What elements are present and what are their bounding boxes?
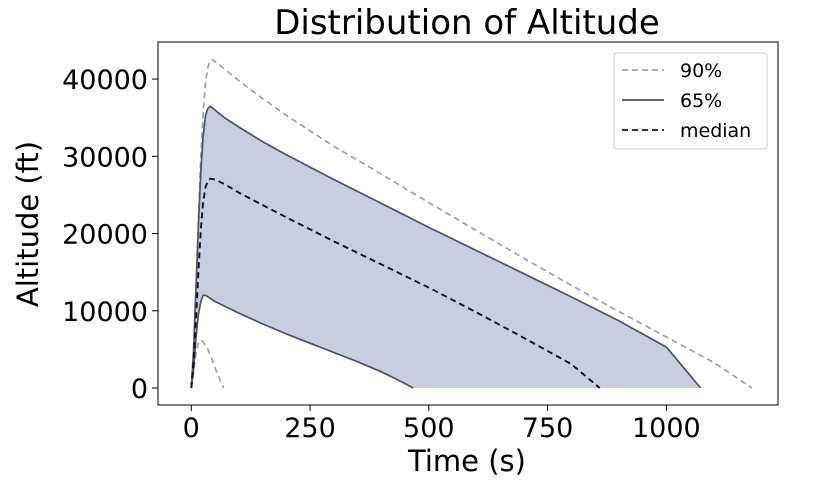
y-axis-label: Altitude (ft) [11,141,45,307]
legend: 90% 65% median [613,52,768,150]
legend-label: median [680,120,751,142]
y-tick-label: 0 [131,374,148,405]
y-tick-label: 40000 [62,65,148,96]
x-tick-label: 1000 [632,413,701,444]
legend-box [613,52,768,150]
plot-area [190,58,753,389]
x-axis: 0 250 500 750 1000 [183,405,701,444]
band-65 [191,106,701,388]
y-tick-label: 10000 [62,297,148,328]
x-tick-label: 500 [403,413,455,444]
series-line-65pct-lower [190,294,414,389]
x-tick-label: 750 [522,413,574,444]
chart-title: Distribution of Altitude [274,3,660,43]
x-tick-label: 0 [183,413,200,444]
series-line-90pct-lower [190,339,225,389]
x-axis-label: Time (s) [407,444,526,478]
legend-label: 65% [680,90,722,112]
plot-frame [157,41,779,406]
legend-label: 90% [680,60,722,82]
series-line-65pct-upper [190,105,702,389]
x-tick-label: 250 [284,413,336,444]
y-axis: 0 10000 20000 30000 40000 [62,65,158,405]
y-tick-label: 30000 [62,142,148,173]
y-tick-label: 20000 [62,220,148,251]
series-line-median-median [190,177,601,389]
